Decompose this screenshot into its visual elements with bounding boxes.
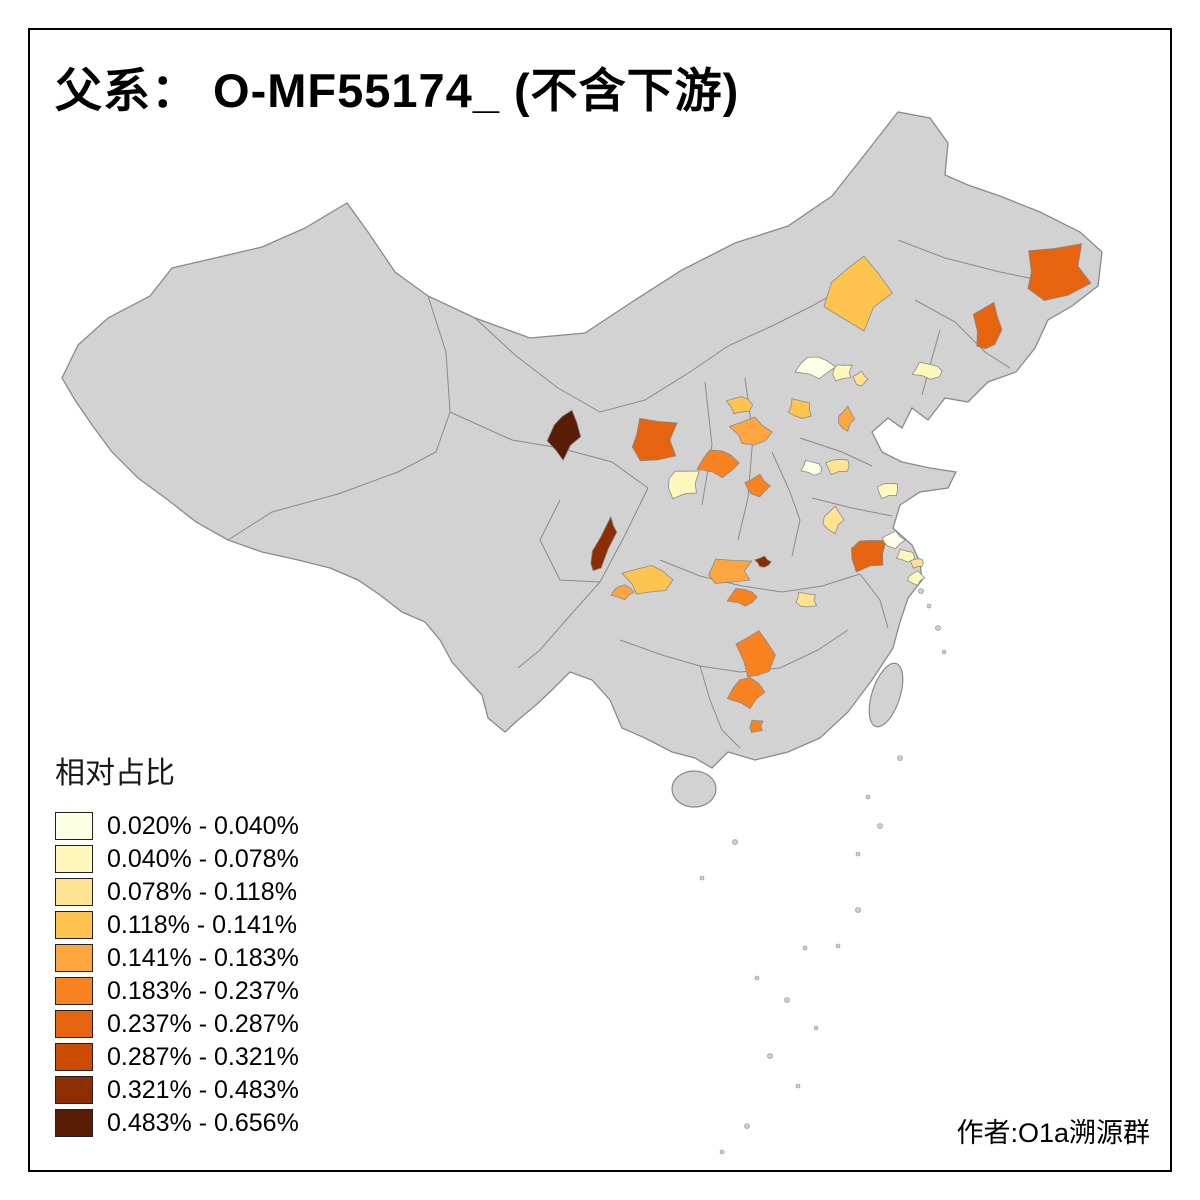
china-mainland-shape (61, 111, 1103, 769)
legend-item: 0.183% - 0.237% (55, 977, 395, 1005)
map-region (852, 370, 869, 387)
legend-item: 0.040% - 0.078% (55, 845, 395, 873)
legend-swatch (55, 911, 93, 939)
legend-item: 0.020% - 0.040% (55, 812, 395, 840)
map-region (708, 558, 753, 584)
legend-item: 0.287% - 0.321% (55, 1043, 395, 1071)
sea-islets (699, 588, 947, 1155)
map-region (725, 396, 754, 415)
legend-item: 0.321% - 0.483% (55, 1076, 395, 1104)
legend-label: 0.141% - 0.183% (107, 943, 299, 972)
map-region (909, 558, 924, 569)
legend-label: 0.321% - 0.483% (107, 1075, 299, 1104)
legend-swatch (55, 977, 93, 1005)
legend-items: 0.020% - 0.040% 0.040% - 0.078% 0.078% - 0… (55, 812, 395, 1137)
map-region (631, 417, 678, 462)
map-region (876, 483, 899, 500)
map-region (735, 630, 776, 678)
taiwan-island-shape (868, 662, 904, 728)
legend: 相对占比 0.020% - 0.040% 0.040% - 0.078% 0.078… (55, 748, 395, 1142)
legend-label: 0.483% - 0.656% (107, 1108, 299, 1137)
map-region (911, 361, 943, 380)
legend-label: 0.020% - 0.040% (107, 811, 299, 840)
hainan-island-shape (671, 770, 717, 808)
legend-item: 0.118% - 0.141% (55, 911, 395, 939)
map-region (668, 470, 700, 500)
legend-item: 0.237% - 0.287% (55, 1010, 395, 1038)
map-region (749, 719, 764, 733)
legend-swatch (55, 878, 93, 906)
map-region (832, 364, 853, 382)
legend-label: 0.078% - 0.118% (107, 877, 297, 906)
map-region (972, 301, 1003, 350)
map-region (823, 255, 894, 332)
map-region (546, 409, 582, 462)
map-title: 父系： O-MF55174_ (不含下游) (55, 64, 740, 117)
legend-label: 0.287% - 0.321% (107, 1042, 299, 1071)
map-region (800, 459, 823, 476)
legend-swatch (55, 1010, 93, 1038)
legend-swatch (55, 944, 93, 972)
legend-item: 0.078% - 0.118% (55, 878, 395, 906)
map-region (907, 570, 926, 586)
map-region (850, 539, 887, 573)
map-region (787, 398, 812, 419)
legend-label: 0.237% - 0.287% (107, 1009, 299, 1038)
map-region (822, 505, 845, 535)
legend-item: 0.141% - 0.183% (55, 944, 395, 972)
map-region (590, 515, 618, 572)
legend-swatch (55, 1043, 93, 1071)
map-region (837, 405, 856, 432)
map-region (825, 458, 850, 476)
map-region (744, 473, 772, 498)
map-region (696, 449, 740, 479)
legend-label: 0.040% - 0.078% (107, 844, 299, 873)
legend-label: 0.183% - 0.237% (107, 976, 299, 1005)
legend-swatch (55, 1109, 93, 1137)
map-region (1027, 243, 1092, 302)
map-region (794, 356, 837, 380)
map-region (726, 676, 766, 710)
legend-label: 0.118% - 0.141% (107, 910, 297, 939)
map-region (881, 530, 906, 550)
map-region (754, 555, 772, 568)
map-region (610, 584, 635, 601)
map-region (726, 587, 758, 607)
legend-swatch (55, 845, 93, 873)
map-region (795, 591, 818, 608)
map-region (728, 416, 773, 446)
map-region (621, 564, 674, 595)
legend-item: 0.483% - 0.656% (55, 1109, 395, 1137)
highlighted-prefectures (546, 243, 1092, 733)
legend-title: 相对占比 (55, 757, 175, 790)
legend-swatch (55, 1076, 93, 1104)
author-credit: 作者:O1a溯源群 (956, 1118, 1150, 1148)
legend-swatch (55, 812, 93, 840)
